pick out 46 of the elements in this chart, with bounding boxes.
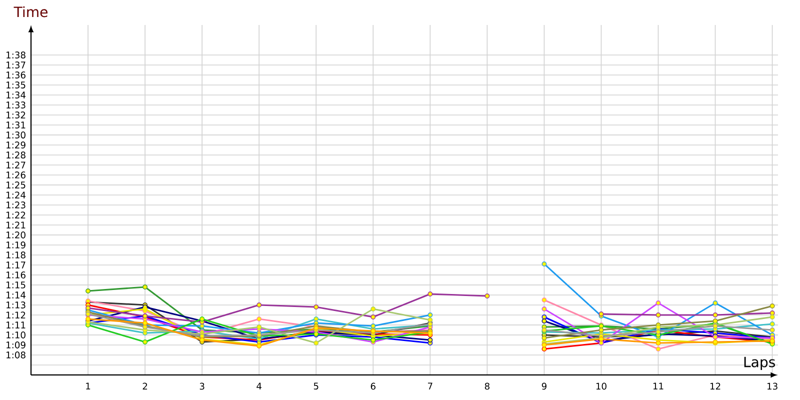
y-tick-label: 1:37 [6, 62, 26, 68]
y-tick-label: 1:16 [6, 272, 26, 278]
y-tick-label: 1:38 [6, 52, 26, 58]
y-tick-label: 1:10 [6, 332, 26, 338]
y-tick-label: 1:15 [6, 282, 26, 288]
x-tick-label: 13 [767, 382, 778, 390]
y-tick-label: 1:08 [6, 352, 26, 358]
y-tick-label: 1:28 [6, 152, 26, 158]
y-tick-label: 1:23 [6, 202, 26, 208]
x-tick-label: 7 [428, 382, 432, 390]
y-tick-label: 1:19 [6, 242, 26, 248]
y-axis-title: Time [14, 6, 48, 18]
x-tick-label: 9 [542, 382, 546, 390]
y-tick-label: 1:24 [6, 192, 26, 198]
y-tick-label: 1:29 [6, 142, 26, 148]
y-tick-label: 1:14 [6, 292, 26, 298]
y-tick-label: 1:11 [6, 322, 26, 328]
x-tick-label: 6 [370, 382, 376, 390]
y-tick-label: 1:26 [6, 172, 26, 178]
y-tick-label: 1:21 [6, 222, 26, 228]
y-tick-label: 1:09 [6, 342, 26, 348]
x-axis-title: Laps [744, 356, 775, 370]
y-tick-label: 1:17 [6, 262, 26, 268]
y-tick-label: 1:32 [6, 112, 26, 118]
x-tick-label: 2 [142, 382, 148, 390]
y-tick-label: 1:33 [6, 102, 26, 108]
y-tick-label: 1:22 [6, 212, 26, 218]
y-tick-label: 1:18 [6, 252, 26, 258]
x-tick-label: 11 [653, 382, 664, 390]
x-tick-label: 8 [484, 382, 490, 390]
x-tick-label: 10 [596, 382, 606, 390]
y-tick-label: 1:25 [6, 182, 26, 188]
x-tick-label: 4 [256, 382, 262, 390]
y-tick-label: 1:35 [6, 82, 26, 88]
x-tick-label: 5 [314, 382, 318, 390]
x-tick-label: 1 [86, 382, 90, 390]
y-tick-label: 1:30 [6, 132, 26, 138]
y-tick-label: 1:31 [6, 122, 26, 128]
y-tick-label: 1:12 [6, 312, 26, 318]
y-tick-label: 1:36 [6, 72, 26, 78]
y-tick-label: 1:13 [6, 302, 26, 308]
y-tick-label: 1:34 [6, 92, 26, 98]
y-tick-label: 1:20 [6, 232, 26, 238]
x-tick-label: 12 [710, 382, 720, 390]
x-tick-label: 3 [200, 382, 204, 390]
y-tick-label: 1:27 [6, 162, 26, 168]
